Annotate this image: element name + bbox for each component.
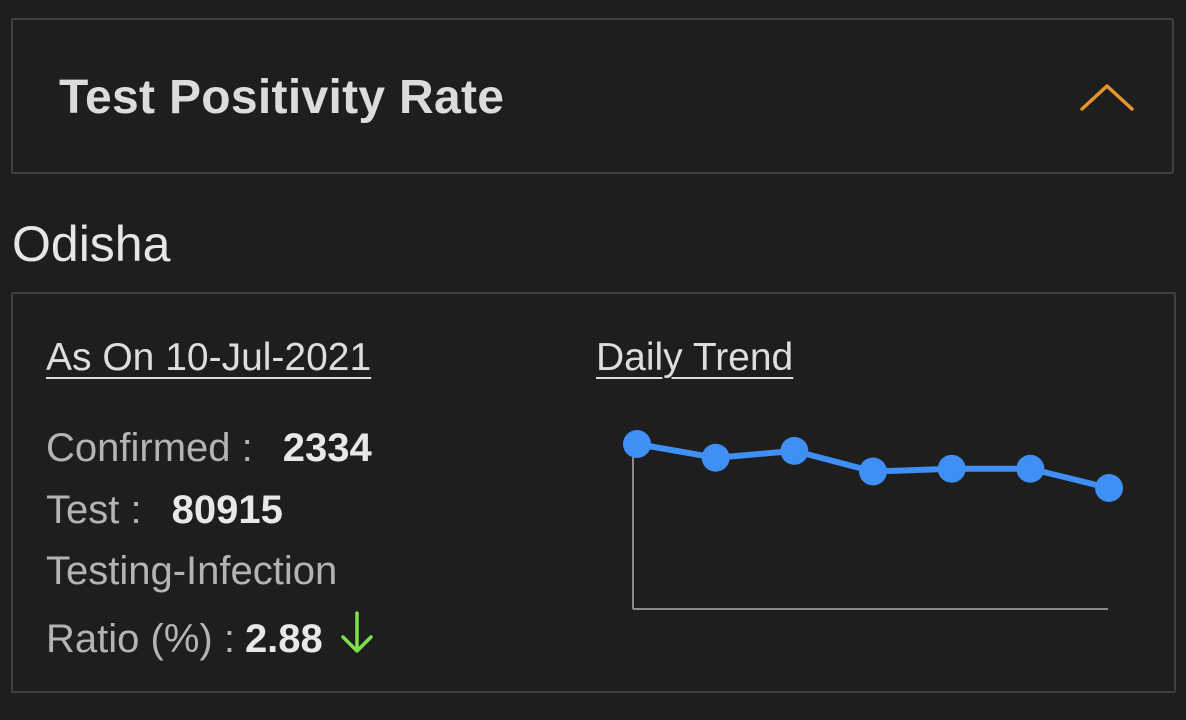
trend-point-6 (1016, 454, 1045, 483)
trend-point-7 (1095, 474, 1123, 502)
ratio-value: 2.88 (244, 617, 323, 661)
trend-point-2 (701, 443, 730, 472)
test-label: Test : (46, 488, 142, 532)
trend-point-3 (780, 436, 809, 465)
chevron-up-icon[interactable] (1077, 78, 1137, 114)
confirmed-row: Confirmed : 2334 (46, 426, 372, 471)
trend-point-4 (859, 457, 887, 486)
daily-trend-chart (623, 430, 1123, 610)
ratio-label: Ratio (%) : (46, 617, 235, 661)
confirmed-label: Confirmed : (46, 426, 253, 470)
confirmed-value: 2334 (282, 426, 372, 470)
positivity-card: As On 10-Jul-2021 Daily Trend Confirmed … (11, 292, 1176, 693)
ratio-label-line1: Testing-Infection (46, 549, 338, 593)
section-title: Test Positivity Rate (59, 71, 505, 124)
daily-trend-link[interactable]: Daily Trend (596, 336, 794, 379)
state-name: Odisha (12, 216, 171, 272)
trend-point-1 (623, 430, 651, 458)
trend-point-5 (937, 454, 966, 483)
test-row: Test : 80915 (46, 488, 283, 533)
as-on-date-link[interactable]: As On 10-Jul-2021 (46, 336, 372, 379)
test-value: 80915 (171, 488, 283, 532)
test-positivity-rate-header[interactable]: Test Positivity Rate (11, 18, 1174, 174)
ratio-row: Ratio (%) :2.88 (46, 610, 375, 662)
arrow-down-icon (341, 611, 373, 653)
